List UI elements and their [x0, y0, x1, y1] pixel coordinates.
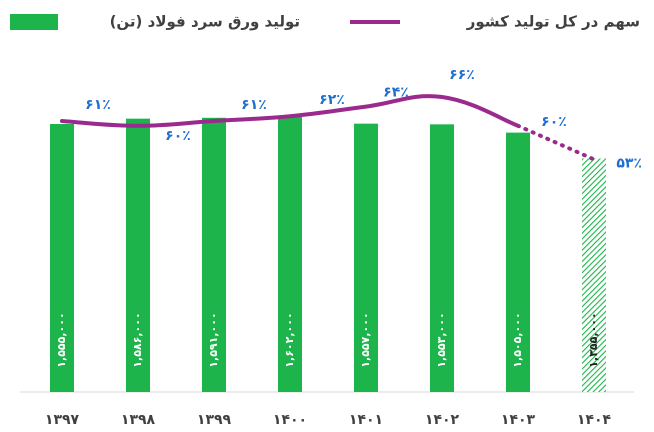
bar-value-label: ۱,۳۵۵,۰۰۰ [587, 312, 600, 367]
bar [126, 118, 150, 393]
bar-value-label: ۱,۵۵۳,۰۰۰ [435, 312, 448, 367]
x-tick-label: ۱۴۰۲ [425, 412, 460, 428]
bar [430, 124, 454, 392]
bar [202, 117, 226, 392]
bar [278, 115, 302, 392]
bar [506, 132, 530, 392]
line-value-label: ۶۰٪ [541, 114, 567, 130]
x-tick-label: ۱۳۹۹ [197, 412, 232, 428]
legend-swatch [10, 14, 58, 30]
share-line [60, 94, 520, 128]
x-tick-label: ۱۳۹۸ [121, 412, 156, 428]
line-value-label: ۶۶٪ [449, 67, 475, 83]
bar-value-label: ۱,۵۹۱,۰۰۰ [207, 312, 220, 367]
x-tick-label: ۱۳۹۷ [45, 412, 80, 428]
line-value-label: ۵۳٪ [616, 155, 642, 171]
bar [50, 124, 74, 392]
x-tick-label: ۱۴۰۴ [577, 412, 612, 428]
line-value-label: ۶۴٪ [383, 85, 409, 101]
x-tick-label: ۱۴۰۰ [273, 412, 307, 428]
legend-label: تولید ورق سرد فولاد (تن) [110, 13, 300, 31]
bar-value-label: ۱,۵۵۵,۰۰۰ [55, 312, 68, 367]
bar-value-label: ۱,۵۵۷,۰۰۰ [359, 312, 372, 367]
x-tick-label: ۱۴۰۱ [349, 412, 383, 428]
bar-value-label: ۱,۶۰۲,۰۰۰ [283, 312, 296, 367]
line-value-label: ۶۰٪ [165, 128, 191, 144]
bar-value-label: ۱,۵۸۶,۰۰۰ [131, 312, 144, 367]
x-tick-label: ۱۴۰۳ [501, 412, 536, 428]
line-value-label: ۶۱٪ [241, 97, 267, 113]
bar [354, 123, 378, 392]
bar-value-label: ۱,۵۰۵,۰۰۰ [511, 312, 524, 367]
share-line-forecast [516, 123, 596, 162]
line-value-label: ۶۱٪ [85, 97, 111, 113]
line-value-label: ۶۲٪ [319, 92, 345, 108]
bar [582, 158, 606, 392]
legend-label: سهم در کل تولید کشور [466, 13, 640, 31]
